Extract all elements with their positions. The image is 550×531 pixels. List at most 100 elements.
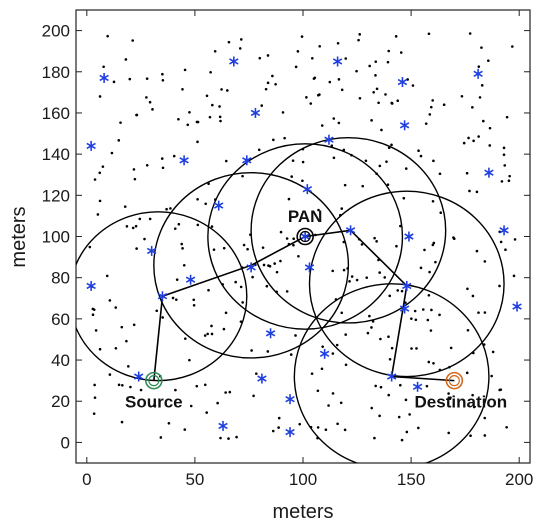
node-point: [260, 104, 264, 107]
node-point: [378, 164, 382, 168]
node-point: [439, 211, 443, 214]
node-point: [108, 373, 112, 376]
node-point: [114, 306, 118, 309]
node-point: [390, 143, 393, 147]
node-point: [320, 367, 324, 371]
node-point: [271, 74, 274, 78]
node-point: [300, 35, 304, 38]
node-point: [131, 226, 135, 230]
node-point: [466, 287, 469, 291]
node-point: [400, 289, 404, 293]
node-point: [98, 347, 102, 351]
node-point: [449, 396, 452, 399]
node-point: [239, 38, 243, 41]
coverage-circle: [76, 211, 248, 382]
node-point: [257, 148, 261, 152]
node-point: [430, 308, 433, 312]
node-point: [469, 434, 472, 438]
x-tick-label: 150: [397, 470, 425, 489]
plot-frame: [75, 9, 531, 464]
y-tick-label: 0: [61, 433, 70, 452]
node-point: [332, 156, 336, 160]
node-point: [314, 233, 317, 237]
node-point: [357, 237, 361, 241]
node-point: [183, 428, 187, 431]
node-point: [348, 280, 351, 283]
node-point: [487, 59, 490, 63]
node-point: [132, 323, 136, 327]
node-point: [405, 430, 409, 434]
node-point: [195, 384, 199, 388]
node-point: [320, 124, 324, 127]
node-point: [365, 276, 369, 279]
node-point: [265, 284, 269, 288]
node-point: [204, 202, 208, 206]
node-point: [344, 57, 348, 60]
node-point: [210, 225, 214, 228]
star-node: [397, 77, 408, 88]
node-point: [135, 247, 138, 250]
node-point: [240, 266, 244, 269]
star-node: [302, 184, 313, 195]
node-point: [313, 76, 317, 80]
node-point: [241, 301, 244, 304]
node-point: [219, 436, 222, 440]
node-point: [220, 88, 223, 91]
star-node: [484, 167, 494, 178]
node-point: [182, 263, 186, 267]
node-point: [388, 294, 392, 298]
node-point: [447, 431, 450, 435]
node-point: [402, 196, 406, 200]
node-point: [203, 334, 207, 337]
node-point: [483, 416, 487, 420]
node-point: [477, 311, 480, 314]
node-point: [222, 327, 226, 331]
node-point: [224, 159, 228, 163]
node-point: [234, 280, 237, 284]
x-tick-label: 0: [82, 470, 91, 489]
node-point: [386, 183, 390, 186]
node-point: [380, 128, 383, 132]
node-point: [340, 311, 344, 315]
node-point: [477, 135, 480, 138]
coverage-circles: [76, 136, 505, 463]
node-point: [483, 260, 487, 263]
node-point: [375, 240, 378, 243]
node-point: [183, 68, 187, 72]
node-point: [447, 392, 450, 395]
node-point: [127, 365, 130, 368]
node-point: [251, 275, 254, 279]
node-point: [321, 345, 324, 348]
node-point: [421, 308, 425, 311]
route-line: [153, 229, 455, 382]
node-point: [350, 275, 354, 278]
node-point: [175, 298, 178, 301]
node-point: [410, 347, 413, 350]
node-point: [196, 140, 199, 144]
node-point: [161, 78, 165, 82]
star-node: [86, 140, 96, 151]
node-point: [291, 159, 295, 162]
node-point: [129, 385, 132, 389]
node-point: [438, 172, 442, 176]
pan-ring: [296, 227, 314, 246]
node-point: [93, 178, 97, 181]
node-point: [417, 426, 420, 430]
node-point: [192, 298, 196, 302]
node-point: [145, 77, 149, 80]
star-node: [157, 291, 168, 302]
node-point: [227, 40, 231, 44]
coverage-circle: [250, 136, 447, 324]
star-node: [86, 280, 96, 291]
star-node: [399, 120, 410, 131]
star-node: [99, 72, 109, 83]
node-point: [472, 139, 475, 143]
node-point: [385, 160, 388, 163]
y-tick-label: 40: [51, 351, 70, 370]
node-point: [160, 157, 164, 160]
node-point: [205, 94, 209, 98]
annotation-label: Destination: [415, 392, 508, 411]
node-point: [404, 167, 408, 170]
star-node: [229, 56, 239, 67]
node-point: [277, 416, 281, 420]
